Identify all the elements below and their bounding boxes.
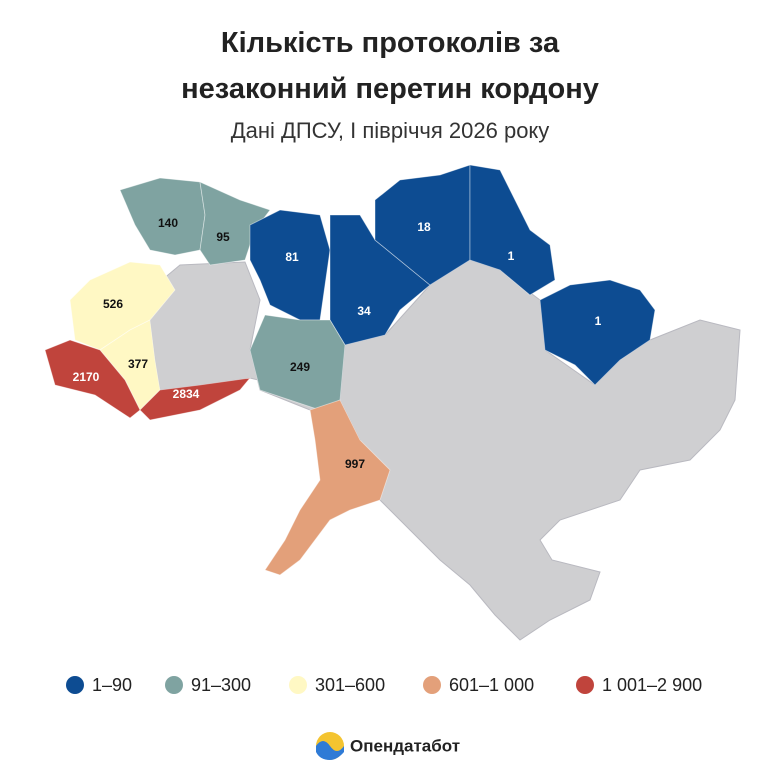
region-value: 377 — [128, 357, 148, 371]
region — [139, 377, 251, 421]
legend-swatch — [289, 676, 307, 694]
region — [249, 314, 346, 411]
region — [249, 209, 331, 321]
regions — [44, 164, 656, 576]
region-value: 1 — [508, 249, 515, 263]
region — [539, 279, 656, 386]
brand-logo-wave — [316, 741, 344, 760]
legend-label: 1 001–2 900 — [602, 675, 702, 695]
labels: 140 95 526 377 2170 2834 81 34 18 1 1 249 997 — [73, 216, 602, 471]
region — [469, 164, 556, 296]
legend-swatch — [165, 676, 183, 694]
region — [69, 261, 176, 351]
legend: 1–90 91–300 301–600 601–1 000 1 001–2 900 — [66, 675, 702, 695]
legend-label: 601–1 000 — [449, 675, 534, 695]
title-line: Кількість протоколів за — [221, 27, 560, 59]
region-value: 249 — [290, 360, 310, 374]
region — [264, 399, 391, 576]
region-value: 2834 — [173, 387, 200, 401]
region-value: 2170 — [73, 370, 100, 384]
region-value: 140 — [158, 216, 178, 230]
region-value: 526 — [103, 297, 123, 311]
subtitle: Дані ДПСУ, І півріччя 2026 року — [231, 118, 550, 143]
brand: Опендатабот — [350, 736, 460, 755]
legend-swatch — [66, 676, 84, 694]
legend-label: 91–300 — [191, 675, 251, 695]
legend-label: 1–90 — [92, 675, 132, 695]
region-value: 1 — [595, 314, 602, 328]
legend-swatch — [423, 676, 441, 694]
region-value: 997 — [345, 457, 365, 471]
legend-swatch — [576, 676, 594, 694]
legend-label: 301–600 — [315, 675, 385, 695]
region-value: 95 — [216, 230, 230, 244]
region-value: 34 — [357, 304, 371, 318]
region-value: 18 — [417, 220, 431, 234]
region — [199, 181, 271, 266]
title-line: незаконний перетин кордону — [181, 73, 599, 105]
region-value: 81 — [285, 250, 299, 264]
